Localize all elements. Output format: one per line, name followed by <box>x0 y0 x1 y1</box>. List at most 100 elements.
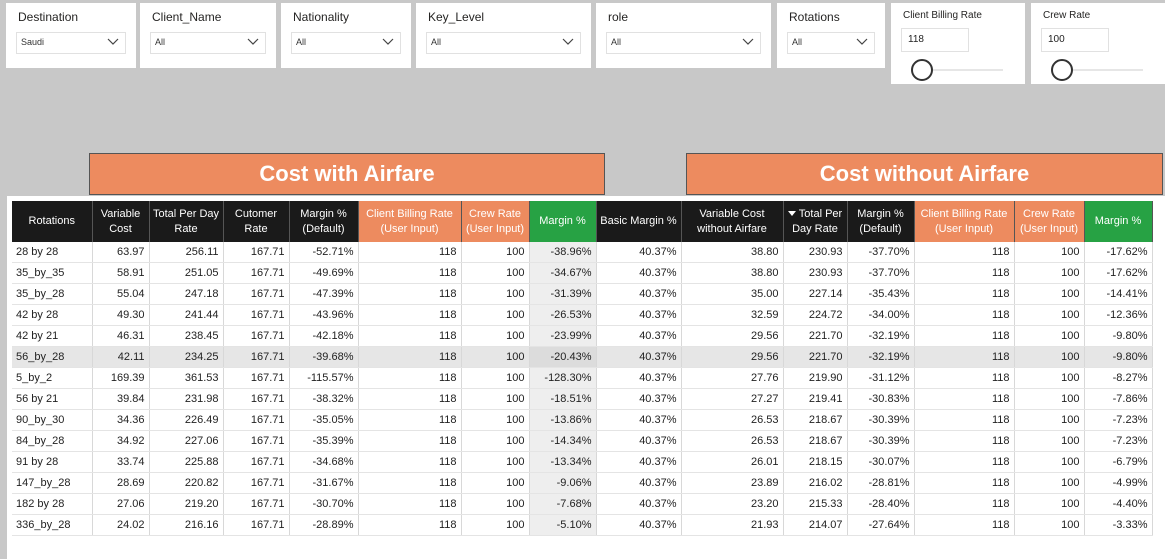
chevron-down-icon <box>562 38 574 45</box>
table-row[interactable]: 84_by_28 34.92 227.06 167.71 -35.39% 118 100 -1… <box>12 430 1153 452</box>
column-header[interactable]: Basic Margin % <box>596 201 682 242</box>
column-header[interactable]: Client Billing Rate (User Input) <box>358 201 462 242</box>
table-cell: 118 <box>914 242 1015 263</box>
slider-handle[interactable] <box>1051 59 1073 81</box>
table-row[interactable]: 35_by_28 55.04 247.18 167.71 -47.39% 118 100 -3… <box>12 283 1153 305</box>
column-header[interactable]: Crew Rate (User Input) <box>461 201 530 242</box>
table-cell: -13.86% <box>529 409 597 431</box>
table-cell: 221.70 <box>783 325 848 347</box>
column-header[interactable]: Total Per Day Rate <box>149 201 224 242</box>
column-header[interactable]: Cutomer Rate <box>223 201 290 242</box>
table-cell: 225.88 <box>149 451 224 473</box>
client-name-dropdown[interactable]: All <box>150 32 266 54</box>
table-row[interactable]: 28 by 28 63.97 256.11 167.71 -52.71% 118 100 -3… <box>12 242 1153 263</box>
table-cell: 219.20 <box>149 493 224 515</box>
chevron-down-icon <box>107 38 119 45</box>
table-row[interactable]: 56_by_28 42.11 234.25 167.71 -39.68% 118 100 -2… <box>12 346 1153 368</box>
table-cell: 40.37% <box>596 388 682 410</box>
table-cell: 21.93 <box>681 514 784 536</box>
nationality-dropdown[interactable]: All <box>291 32 401 54</box>
table-cell: -26.53% <box>529 304 597 326</box>
table-cell: 100 <box>1014 451 1085 473</box>
table-row[interactable]: 147_by_28 28.69 220.82 167.71 -31.67% 118 100-… <box>12 472 1153 494</box>
table-row[interactable]: 182 by 28 27.06 219.20 167.71 -30.70% 118 100-… <box>12 493 1153 515</box>
column-header[interactable]: Variable Cost without Airfare <box>681 201 784 242</box>
column-header[interactable]: Crew Rate (User Input) <box>1014 201 1085 242</box>
table-cell: 40.37% <box>596 493 682 515</box>
table-cell: 100 <box>461 388 530 410</box>
role-dropdown[interactable]: All <box>606 32 761 54</box>
table-cell: -30.70% <box>289 493 359 515</box>
filter-label: Rotations <box>789 10 840 24</box>
column-header[interactable]: Margin % (Default) <box>847 201 915 242</box>
table-row[interactable]: 336_by_28 24.02 216.16 167.71 -28.89% 118 100-… <box>12 514 1153 536</box>
column-header-label: Total Per Day Rate <box>152 207 220 235</box>
table-cell: 40.37% <box>596 304 682 326</box>
table-cell: -28.40% <box>847 493 915 515</box>
table-cell: 100 <box>461 304 530 326</box>
table-cell: -9.06% <box>529 472 597 494</box>
column-header-label: Margin % <box>1094 215 1142 227</box>
client-billing-rate-input[interactable]: 118 <box>901 28 969 52</box>
table-cell: 100 <box>1014 367 1085 389</box>
table-cell: 167.71 <box>223 493 290 515</box>
dropdown-value: All <box>296 37 307 47</box>
table-cell: -7.86% <box>1084 388 1153 410</box>
filter-label: Key_Level <box>428 10 485 24</box>
dropdown-value: All <box>611 37 622 47</box>
table-cell: 118 <box>914 262 1015 284</box>
key-level-dropdown[interactable]: All <box>426 32 581 54</box>
table-cell: -47.39% <box>289 283 359 305</box>
column-header[interactable]: Margin % (Default) <box>289 201 359 242</box>
table-cell: -9.80% <box>1084 325 1153 347</box>
sort-descending-icon <box>787 211 796 217</box>
table-cell: 167.71 <box>223 388 290 410</box>
table-row[interactable]: 91 by 28 33.74 225.88 167.71 -34.68% 118 100 -1… <box>12 451 1153 473</box>
filter-role: role All <box>596 3 771 68</box>
filter-destination: Destination Saudi <box>6 3 136 68</box>
chevron-down-icon <box>382 38 394 45</box>
slider-track[interactable] <box>921 69 1003 71</box>
table-cell: 91 by 28 <box>12 451 93 473</box>
table-cell: 214.07 <box>783 514 848 536</box>
table-cell: 100 <box>461 451 530 473</box>
crew-rate-input[interactable]: 100 <box>1041 28 1109 52</box>
column-header[interactable]: Margin % <box>1084 201 1153 242</box>
table-cell: 100 <box>1014 346 1085 368</box>
table-cell: 118 <box>914 493 1015 515</box>
table-row[interactable]: 5_by_2 169.39 361.53 167.71 -115.57% 118 100 -1… <box>12 367 1153 389</box>
table-cell: 118 <box>914 388 1015 410</box>
table-cell: 26.01 <box>681 451 784 473</box>
table-cell: 56_by_28 <box>12 346 93 368</box>
slider-handle[interactable] <box>911 59 933 81</box>
table-row[interactable]: 90_by_30 34.36 226.49 167.71 -35.05% 118 100 -1… <box>12 409 1153 431</box>
table-cell: 219.90 <box>783 367 848 389</box>
table-cell: -38.96% <box>529 242 597 263</box>
table-cell: -35.43% <box>847 283 915 305</box>
destination-dropdown[interactable]: Saudi <box>16 32 126 54</box>
rotations-dropdown[interactable]: All <box>787 32 875 54</box>
table-cell: 100 <box>461 493 530 515</box>
table-cell: 100 <box>1014 283 1085 305</box>
column-header[interactable]: Total Per Day Rate <box>783 201 848 242</box>
column-header[interactable]: Variable Cost <box>92 201 150 242</box>
table-row[interactable]: 42 by 28 49.30 241.44 167.71 -43.96% 118 100 -2… <box>12 304 1153 326</box>
table-cell: -23.99% <box>529 325 597 347</box>
table-cell: -17.62% <box>1084 262 1153 284</box>
column-header[interactable]: Rotations <box>12 201 93 242</box>
table-row[interactable]: 56 by 21 39.84 231.98 167.71 -38.32% 118 100 -1… <box>12 388 1153 410</box>
table-row[interactable]: 35_by_35 58.91 251.05 167.71 -49.69% 118 100 -3… <box>12 262 1153 284</box>
table-cell: 118 <box>914 451 1015 473</box>
table-body: 28 by 28 63.97 256.11 167.71 -52.71% 118 100 -3… <box>12 242 1153 536</box>
table-cell: -38.32% <box>289 388 359 410</box>
table-cell: 118 <box>914 325 1015 347</box>
slider-track[interactable] <box>1061 69 1143 71</box>
filter-label: Nationality <box>293 10 350 24</box>
column-header[interactable]: Margin % <box>529 201 597 242</box>
table-cell: 118 <box>358 472 462 494</box>
table-cell: -17.62% <box>1084 242 1153 263</box>
table-cell: 167.71 <box>223 514 290 536</box>
table-row[interactable]: 42 by 21 46.31 238.45 167.71 -42.18% 118 100 -2… <box>12 325 1153 347</box>
column-header[interactable]: Client Billing Rate (User Input) <box>914 201 1015 242</box>
table-cell: -7.68% <box>529 493 597 515</box>
